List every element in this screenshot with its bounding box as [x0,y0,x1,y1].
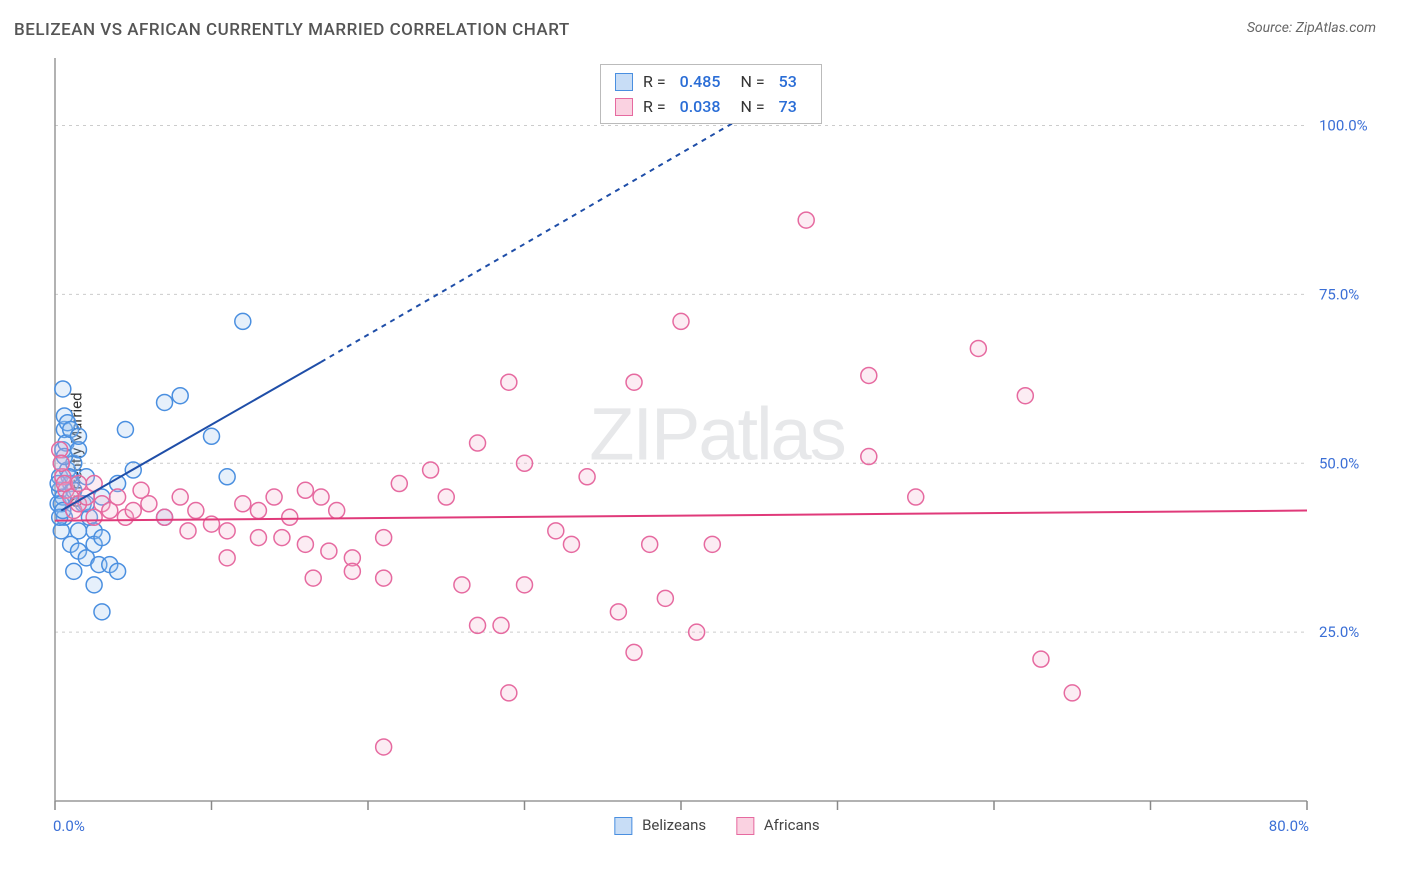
plot-svg: 25.0% 50.0% 75.0% 100.0% 0.0% 80.0% [47,58,1387,841]
swatch-icon [736,817,754,835]
chart-title: BELIZEAN VS AFRICAN CURRENTLY MARRIED CO… [14,20,570,40]
legend-item-belizeans: Belizeans [614,816,706,835]
source-attribution: Source: ZipAtlas.com [1247,20,1376,36]
swatch-icon [615,98,633,116]
svg-text:75.0%: 75.0% [1319,285,1359,303]
legend-item-africans: Africans [736,816,820,835]
svg-text:0.0%: 0.0% [53,817,85,835]
svg-text:25.0%: 25.0% [1319,623,1359,641]
stat-row-africans: R =0.038 N =73 [601,94,821,119]
scatter-chart: Currently Married 25.0%50.0%75.0%100.0%0… [47,58,1387,841]
svg-text:100.0%: 100.0% [1319,117,1368,135]
swatch-icon [614,817,632,835]
stat-row-belizeans: R =0.485 N =53 [601,69,821,94]
swatch-icon [615,73,633,91]
svg-text:80.0%: 80.0% [1269,817,1309,835]
correlation-stats-box: R =0.485 N =53 R =0.038 N =73 [600,64,822,124]
svg-text:50.0%: 50.0% [1319,454,1359,472]
legend: Belizeans Africans [614,816,819,835]
chart-header: BELIZEAN VS AFRICAN CURRENTLY MARRIED CO… [0,0,1406,50]
